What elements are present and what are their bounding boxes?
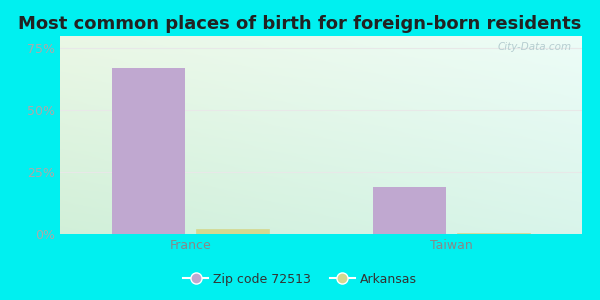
- Bar: [112, 68, 185, 234]
- Bar: [196, 229, 269, 234]
- Text: City-Data.com: City-Data.com: [497, 42, 572, 52]
- Bar: [457, 233, 530, 234]
- Bar: [373, 187, 446, 234]
- Legend: Zip code 72513, Arkansas: Zip code 72513, Arkansas: [178, 268, 422, 291]
- Text: Most common places of birth for foreign-born residents: Most common places of birth for foreign-…: [19, 15, 581, 33]
